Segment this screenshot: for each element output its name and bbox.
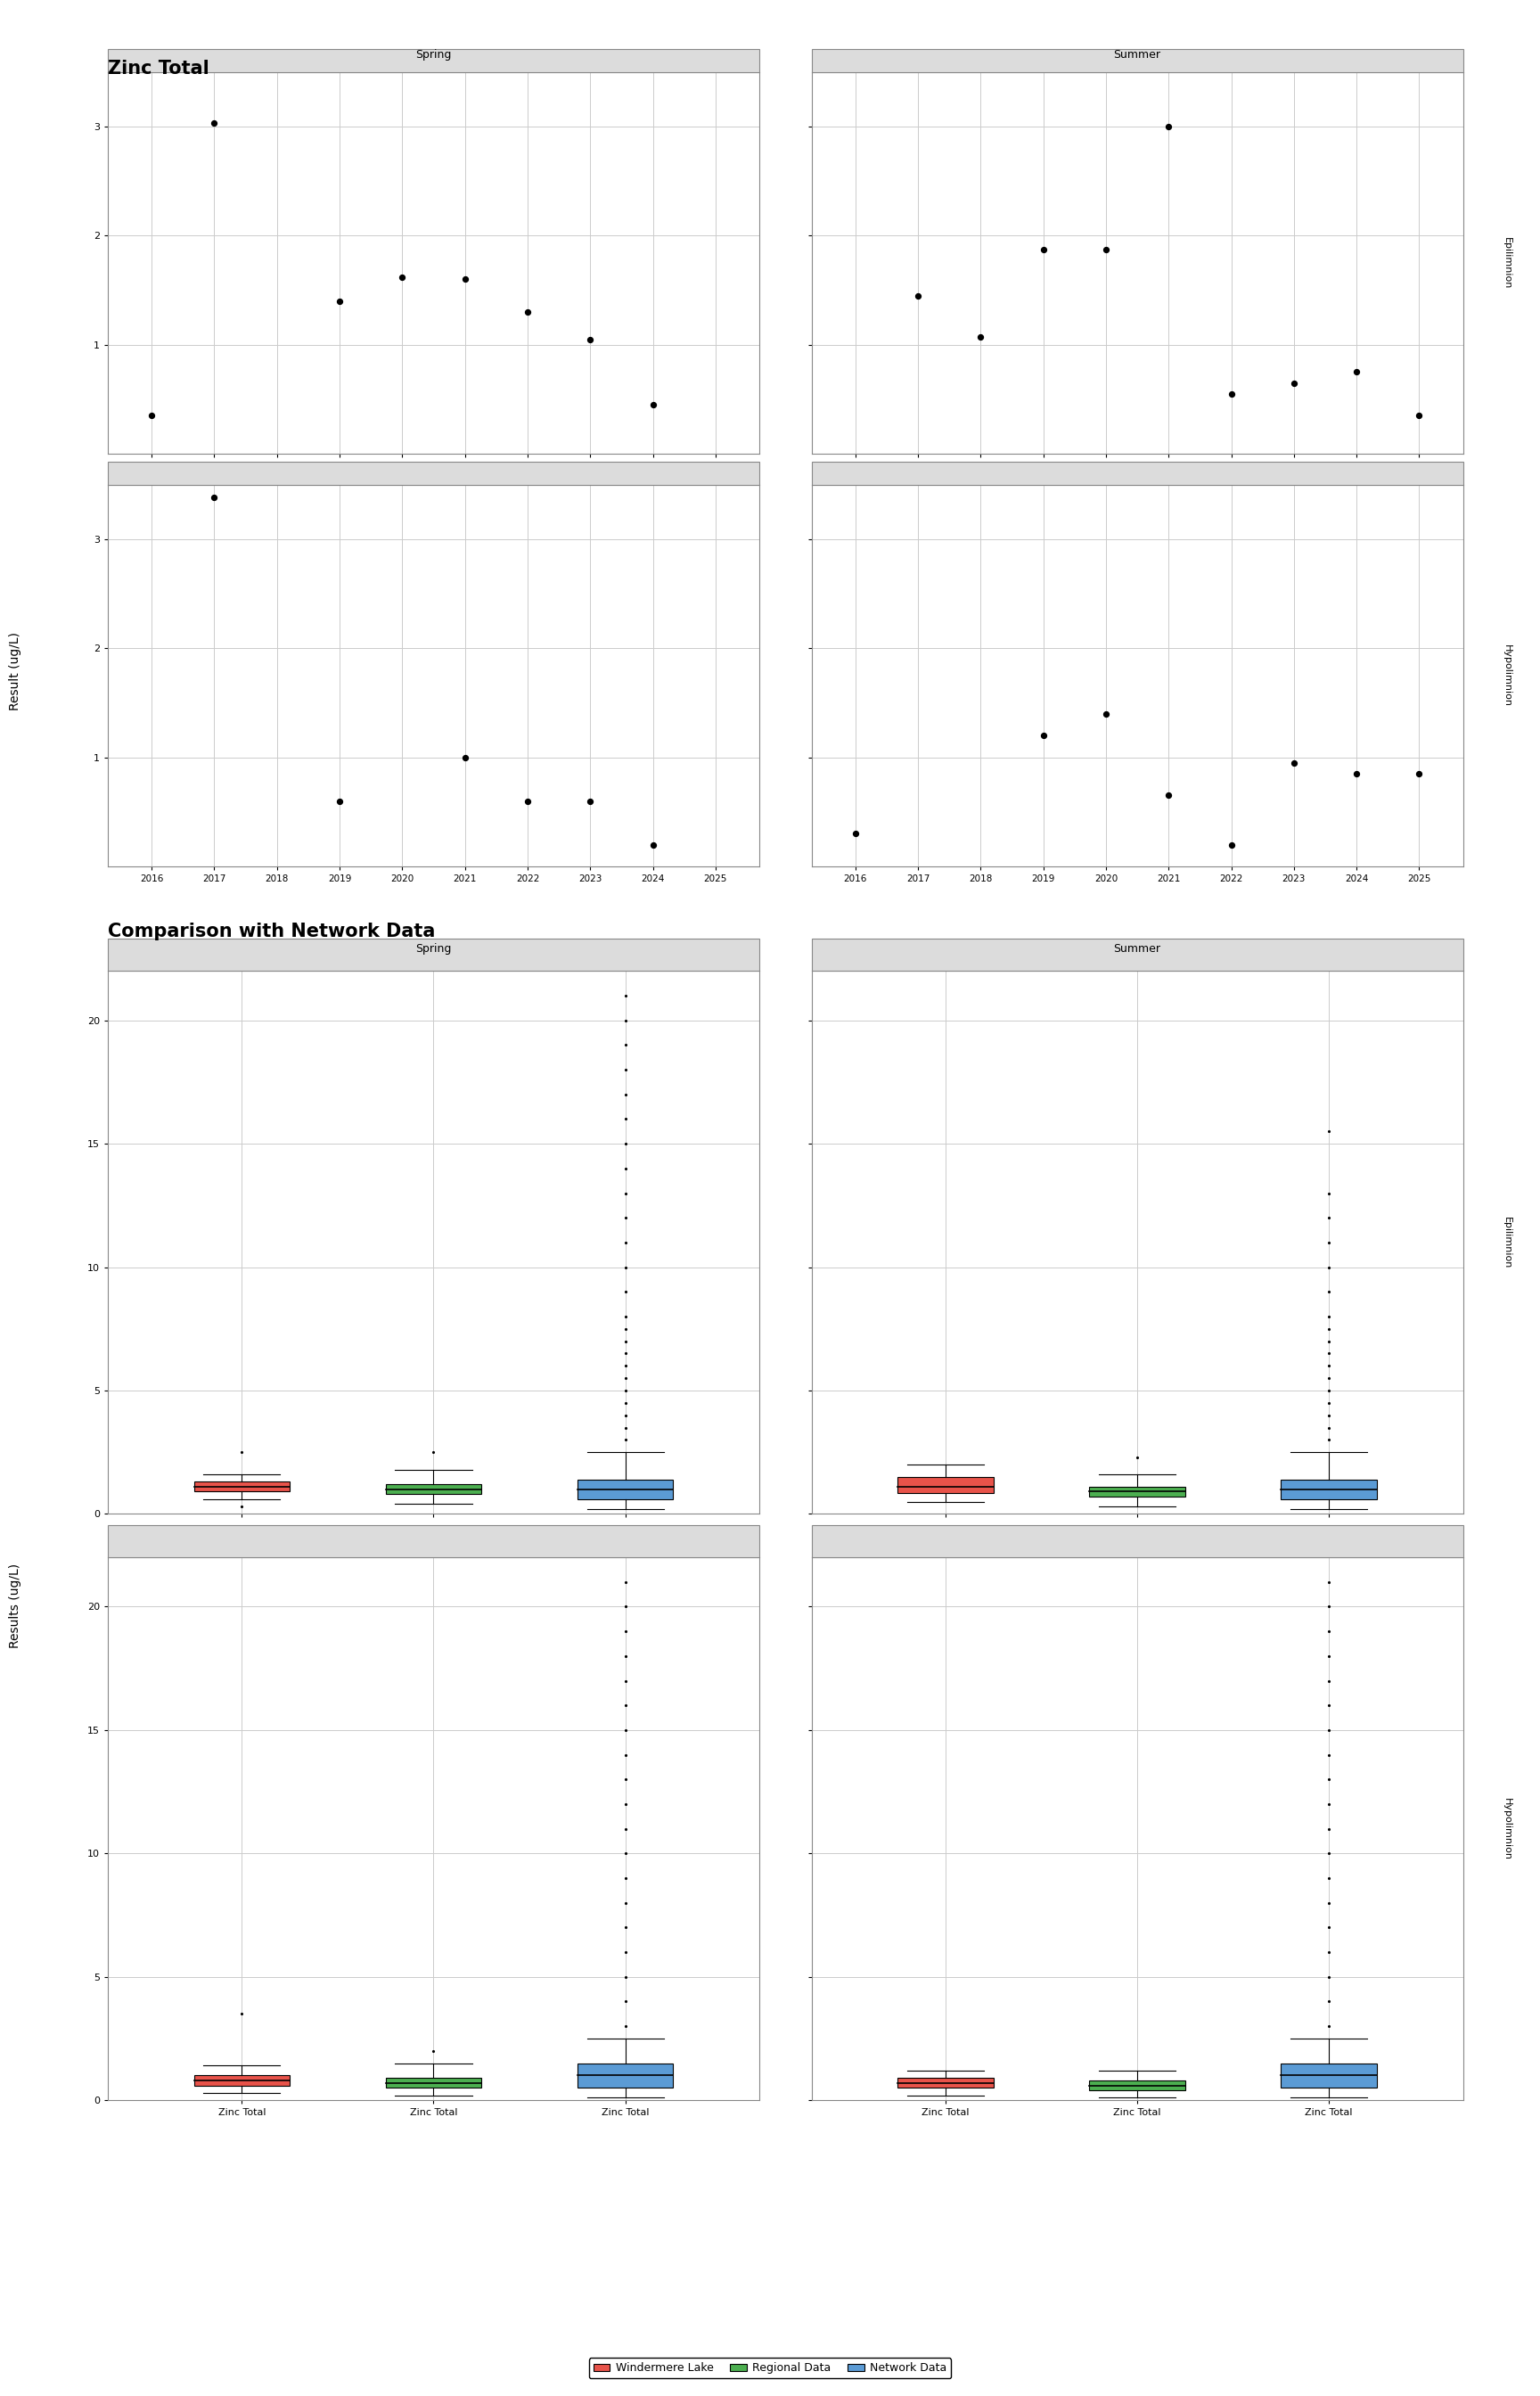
Text: Result (ug/L): Result (ug/L) (9, 633, 22, 709)
Bar (578, 2063, 673, 2087)
Point (202, 479, 226, 518)
FancyBboxPatch shape (108, 939, 759, 970)
Point (516, 781, 541, 819)
Text: Spring: Spring (416, 48, 451, 60)
Point (1281, 743, 1306, 781)
Point (139, 395, 163, 434)
Text: Epilimnion: Epilimnion (1502, 237, 1511, 290)
Point (1408, 755, 1432, 793)
Point (1030, 230, 1055, 268)
Text: Hypolimnion: Hypolimnion (1502, 645, 1511, 707)
Bar (385, 1483, 482, 1495)
Text: Spring: Spring (416, 944, 451, 954)
Point (1344, 352, 1369, 391)
Point (1218, 827, 1243, 865)
Point (1093, 230, 1118, 268)
Bar (578, 1478, 673, 1500)
Point (578, 321, 602, 359)
Text: Summer: Summer (1113, 48, 1161, 60)
FancyBboxPatch shape (812, 462, 1463, 484)
FancyBboxPatch shape (108, 1524, 759, 1557)
Point (328, 283, 353, 321)
Point (641, 386, 665, 424)
Bar (194, 1481, 290, 1493)
Point (1157, 776, 1181, 815)
FancyBboxPatch shape (812, 939, 1463, 970)
Bar (898, 2077, 993, 2087)
Point (1344, 755, 1369, 793)
FancyBboxPatch shape (812, 1524, 1463, 1557)
Point (328, 781, 353, 819)
Legend: Windermere Lake, Regional Data, Network Data: Windermere Lake, Regional Data, Network … (588, 2358, 952, 2379)
FancyBboxPatch shape (812, 48, 1463, 72)
Point (1218, 374, 1243, 412)
Bar (385, 2077, 482, 2087)
Bar (194, 2075, 290, 2085)
Bar (1281, 1478, 1377, 1500)
Text: Results (ug/L): Results (ug/L) (9, 1562, 22, 1648)
Point (453, 261, 477, 300)
Bar (1281, 2063, 1377, 2087)
Text: Zinc Total: Zinc Total (108, 60, 209, 77)
FancyBboxPatch shape (108, 48, 759, 72)
Point (1281, 364, 1306, 403)
Text: Summer: Summer (1113, 944, 1161, 954)
Point (1157, 108, 1181, 146)
Text: Hypolimnion: Hypolimnion (1502, 1797, 1511, 1859)
FancyBboxPatch shape (108, 462, 759, 484)
Point (906, 276, 930, 314)
Point (390, 259, 414, 297)
Point (202, 103, 226, 141)
Bar (898, 1476, 993, 1493)
Point (516, 292, 541, 331)
Point (1093, 695, 1118, 733)
Point (1408, 395, 1432, 434)
Point (453, 738, 477, 776)
Bar (1089, 2080, 1186, 2089)
Point (969, 319, 993, 357)
Point (842, 815, 867, 853)
Point (641, 827, 665, 865)
Point (1030, 716, 1055, 755)
Text: Epilimnion: Epilimnion (1502, 1217, 1511, 1267)
Bar (1089, 1488, 1186, 1498)
Text: Comparison with Network Data: Comparison with Network Data (108, 922, 436, 939)
Point (578, 781, 602, 819)
